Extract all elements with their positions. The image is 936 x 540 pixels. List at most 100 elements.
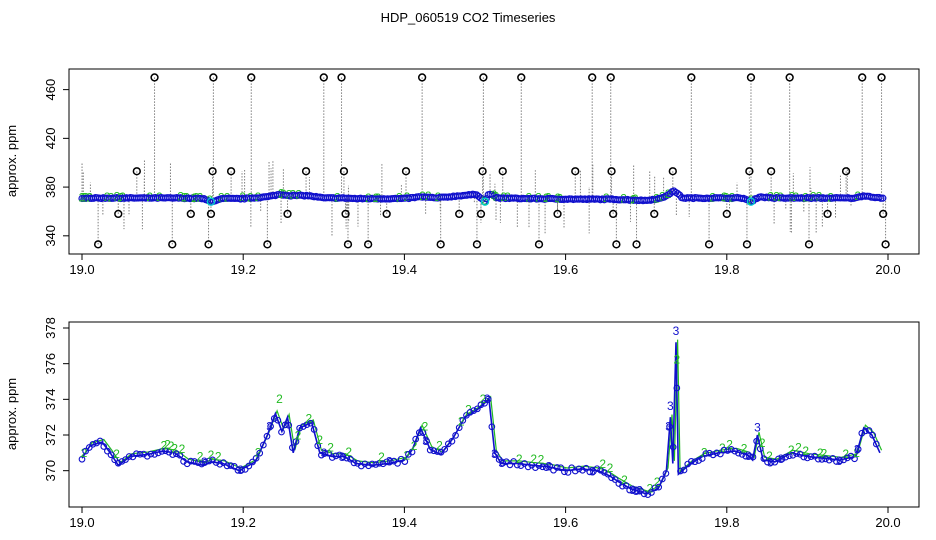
bottom-marker [307, 419, 314, 427]
top-outlier-5 [186, 209, 195, 219]
bottom-marker [836, 457, 844, 465]
top-outlier-16 [337, 73, 346, 82]
bottom-marker [582, 464, 590, 472]
bottom-marker [263, 432, 271, 440]
top-baseline-digit: 2 [827, 190, 834, 204]
top-outlier-29 [479, 73, 488, 82]
top-outlier-40 [632, 240, 641, 249]
bottom-y-tick-label-3: 376 [43, 353, 58, 375]
top-frame [68, 68, 920, 255]
bottom-marker [336, 451, 343, 459]
top-outlier-46 [742, 240, 752, 249]
top-baseline-digit: 2 [247, 190, 254, 204]
bottom-marker-digit-3: 3 [484, 392, 491, 406]
top-outlier-36 [606, 73, 615, 82]
top-baseline-digit: 2 [396, 190, 403, 204]
bottom-marker [644, 491, 652, 498]
top-x-tick-label-2: 19.4 [392, 262, 417, 277]
bottom-marker [365, 462, 372, 470]
top-baseline-digit: 2 [255, 190, 262, 204]
bottom-marker [513, 461, 521, 469]
top-baseline-point [490, 192, 498, 200]
bottom-marker [807, 453, 815, 461]
chart-title: HDP_060519 CO2 Timeseries [381, 10, 556, 25]
bottom-marker [785, 452, 793, 460]
bottom-marker-digit-2: 2 [422, 420, 429, 434]
bottom-marker [756, 445, 764, 453]
bottom-series-2-line [83, 339, 883, 492]
top-baseline-digit: 2 [193, 190, 200, 204]
top-outlier-45 [722, 209, 731, 219]
bottom-marker [633, 487, 641, 495]
bottom-marker-digit-2: 2 [411, 439, 418, 453]
bottom-marker [296, 424, 303, 432]
bottom-marker [608, 474, 615, 482]
bottom-marker-digit-2: 2 [726, 437, 733, 451]
top-outlier-26 [472, 240, 482, 249]
top-baseline-digit: 2 [365, 191, 372, 205]
top-baseline-digit: 2 [802, 190, 809, 204]
top-outlier-56 [879, 209, 888, 219]
top-outlier-31 [517, 73, 526, 82]
bottom-marker [238, 466, 245, 474]
top-baseline-digit: 2 [603, 191, 610, 205]
top-baseline-digit: 2 [183, 190, 190, 204]
bottom-marker-digit-2: 2 [255, 445, 262, 459]
bottom-marker [764, 458, 771, 466]
bottom-marker [216, 460, 224, 468]
bottom-marker-digit-2: 2 [530, 452, 537, 466]
bottom-marker-digit-2: 2 [821, 446, 828, 460]
top-outlier-22 [401, 167, 411, 176]
top-baseline-digit: 2 [721, 190, 728, 204]
bottom-marker [872, 440, 880, 448]
top-baseline-digit: 2 [723, 190, 730, 204]
bottom-marker [749, 453, 757, 461]
bottom-marker [332, 452, 340, 460]
bottom-marker [187, 457, 195, 465]
bottom-marker [804, 454, 811, 462]
bottom-marker [386, 457, 394, 465]
bottom-marker [720, 446, 728, 454]
bottom-marker-digit-3: 3 [422, 434, 429, 448]
top-baseline-digit: 2 [630, 192, 637, 206]
top-outlier-17 [339, 167, 349, 176]
top-baseline-point [674, 190, 682, 198]
top-outlier-49 [766, 167, 776, 176]
top-baseline-digit: 2 [493, 190, 500, 204]
bottom-marker [376, 459, 383, 467]
bottom-marker-digit-2: 2 [759, 436, 766, 450]
bottom-marker [401, 458, 409, 465]
top-baseline-digit: 2 [177, 190, 184, 204]
top-outlier-47 [745, 167, 754, 176]
top-cyan-point-0 [206, 197, 216, 206]
bottom-marker [383, 458, 391, 466]
bottom-marker-digit-2: 2 [465, 402, 472, 416]
bottom-marker [151, 451, 158, 458]
bottom-y-tick-label-4: 378 [43, 317, 58, 339]
bottom-marker-digit-2: 2 [599, 457, 606, 471]
top-outlier-28 [478, 167, 487, 176]
top-baseline-digit: 2 [286, 188, 293, 202]
bottom-marker [789, 451, 797, 459]
top-baseline-digit: 2 [224, 190, 231, 204]
bottom-x-tick-label-4: 19.8 [714, 515, 739, 530]
top-baseline-digit: 2 [280, 187, 287, 201]
bottom-marker [706, 449, 713, 457]
bottom-marker [546, 462, 554, 470]
bottom-marker [212, 459, 220, 466]
top-baseline-digit: 2 [792, 190, 799, 204]
top-outlier-20 [363, 240, 373, 249]
bottom-marker-digit-3: 3 [665, 420, 672, 434]
bottom-marker [862, 427, 869, 435]
bottom-marker [851, 455, 858, 463]
bottom-marker [611, 476, 619, 483]
bottom-marker-digit-3: 3 [266, 419, 273, 433]
bottom-marker [626, 486, 634, 494]
bottom-marker [158, 448, 166, 455]
bottom-marker-digit-2: 2 [316, 433, 323, 447]
bottom-marker [423, 437, 430, 445]
bottom-marker [318, 451, 325, 459]
bottom-marker [833, 458, 840, 465]
bottom-y-tick-label-0: 370 [43, 460, 58, 482]
